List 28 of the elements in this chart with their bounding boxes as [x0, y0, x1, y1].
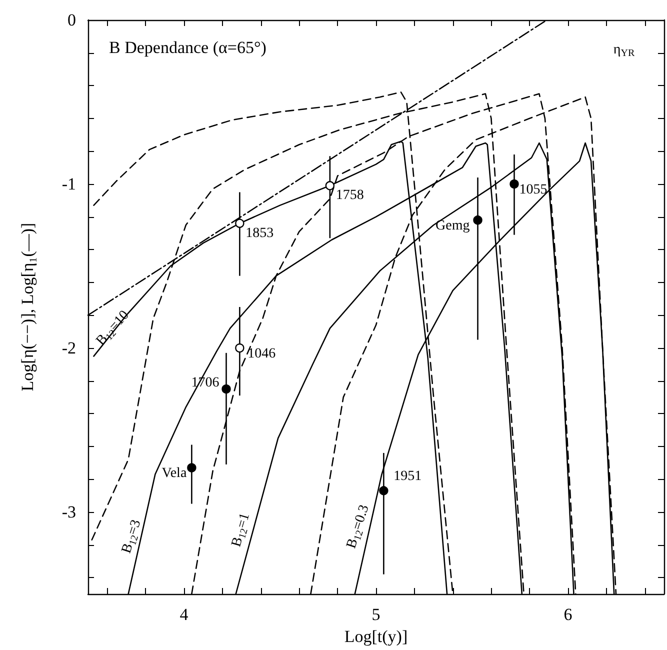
- point: [379, 486, 388, 496]
- annotation: 1758: [336, 188, 364, 204]
- annotation: B12=1: [229, 512, 254, 549]
- point: [235, 343, 244, 353]
- point: [325, 181, 335, 190]
- y-tick-label: -3: [62, 502, 76, 522]
- point: [473, 215, 482, 225]
- x-tick-label: 5: [372, 605, 380, 624]
- y-axis-title: Log[η(−−)], Log[η₁(—)]: [18, 222, 37, 392]
- annotation: 1951: [394, 469, 422, 484]
- x-axis-title: Log[t(y)]: [344, 627, 408, 646]
- x-tick-label: 6: [564, 605, 572, 624]
- annotation: 1853: [246, 226, 274, 241]
- point: [222, 384, 231, 394]
- annotation: 1055: [519, 182, 548, 198]
- point: [510, 179, 519, 189]
- y-tick-label: -2: [62, 338, 76, 358]
- annotation: Gemg: [436, 218, 470, 234]
- annotation: 1046: [248, 346, 276, 362]
- point: [235, 218, 244, 228]
- y-tick-label: -1: [62, 174, 76, 194]
- x-tick-label: 4: [180, 605, 189, 624]
- y-tick-label: 0: [68, 10, 76, 30]
- annotation: Vela: [162, 466, 188, 482]
- text: B Dependance (α=65°): [109, 38, 266, 57]
- annotation: B12=0.3: [344, 503, 372, 550]
- point: [187, 463, 196, 472]
- annotation: B12=3: [119, 518, 144, 556]
